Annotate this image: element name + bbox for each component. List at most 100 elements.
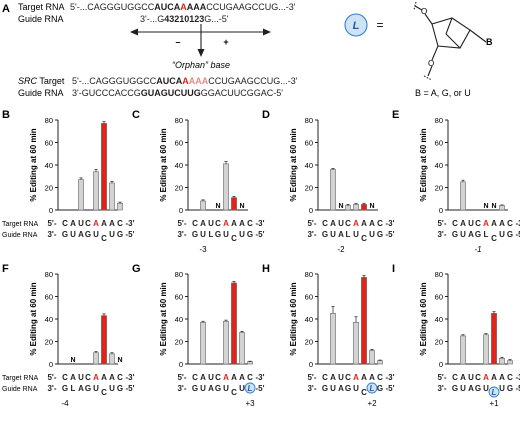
guide-base: G: [192, 230, 198, 239]
guide-base: 3'-: [437, 384, 446, 393]
src-guide-label: Guide RNA: [18, 88, 64, 98]
src-target-segment: CCUGAAGCCUG...-3': [208, 76, 298, 86]
target-base: A: [231, 219, 237, 228]
target-base: 5'-: [307, 373, 316, 382]
guide-base: L: [484, 230, 489, 239]
target-base: C: [345, 219, 351, 228]
y-tick-label: 80: [435, 270, 443, 279]
panel-f: F % Editing at 60 min 0 20 40 60 80 N N Target RN…: [2, 263, 135, 408]
guide-base: A: [338, 230, 344, 239]
panel-a: A Target RNA 5'-...CAGGGUGGCCAUCAAAAACCU…: [2, 1, 493, 98]
target-base: C: [117, 373, 123, 382]
target-base: A: [491, 373, 497, 382]
l-modified-base: L: [492, 388, 497, 397]
target-base: C: [322, 219, 328, 228]
guide-base: G: [507, 384, 513, 393]
l-nucleotide-icon: [488, 386, 500, 398]
target-base: A: [70, 219, 76, 228]
guide-base: -5': [385, 384, 394, 393]
guide-base: U: [499, 230, 505, 239]
target-base: -3': [385, 219, 394, 228]
target-base: U: [338, 219, 344, 228]
guide-base: G: [475, 230, 481, 239]
guide-base: A: [208, 384, 214, 393]
target-base: A: [361, 219, 367, 228]
target-base: A: [369, 219, 375, 228]
y-tick-label: 20: [435, 184, 443, 193]
guide-base: U: [70, 230, 76, 239]
guide-base: 3'-: [307, 384, 316, 393]
bar: [353, 322, 359, 365]
target-base: C: [62, 373, 68, 382]
bar: [239, 332, 245, 365]
guide-base: U: [330, 384, 336, 393]
l-position-label: -2: [337, 245, 345, 254]
guide-base: C: [231, 234, 237, 243]
target-base: C: [452, 219, 458, 228]
bar: [200, 200, 206, 211]
guide-base: L: [209, 230, 214, 239]
guide-base: U: [200, 384, 206, 393]
guide-base: G: [117, 230, 123, 239]
l-modified-base: L: [370, 384, 375, 393]
guide-base: G: [377, 384, 383, 393]
src-target-segment: A: [182, 76, 189, 86]
guide-base: U: [223, 230, 229, 239]
bar: [231, 282, 237, 365]
l-position-label: -1: [474, 245, 481, 254]
guide-rna-label: Guide RNA: [18, 14, 64, 24]
y-tick-label: 20: [175, 184, 183, 193]
src-guide-sequence: 3'-GUCCCACCGGUAGUCUUGGGACUUCGGAC-5': [72, 88, 283, 98]
target-rna-segment: 5'-...CAGGGUGGCC: [70, 2, 155, 12]
bar: [361, 277, 367, 365]
src-target-segment: AUCA: [156, 76, 182, 86]
bar: [491, 313, 497, 365]
y-axis-label: % Editing at 60 min: [419, 282, 428, 355]
y-tick-label: 80: [45, 270, 53, 279]
plus-direction-label: +: [223, 37, 228, 47]
bar: [101, 315, 107, 365]
guide-base: 3'-: [307, 230, 316, 239]
y-tick-label: 60: [175, 293, 183, 302]
not-determined-mark: N: [70, 357, 75, 364]
guide-base: U: [93, 230, 99, 239]
y-tick-label: 0: [179, 206, 183, 215]
guide-base: A: [468, 384, 474, 393]
target-base: U: [208, 219, 214, 228]
bar: [223, 163, 229, 211]
guide-base: C: [361, 388, 367, 397]
bar: [330, 169, 336, 211]
guide-base: U: [109, 230, 115, 239]
y-tick-label: 80: [175, 116, 183, 125]
src-guide-segment: 3'-GUCCCACCG: [72, 88, 141, 98]
left-arrowhead-icon: [130, 28, 138, 36]
y-tick-label: 20: [45, 184, 53, 193]
y-axis-label: % Editing at 60 min: [419, 128, 428, 201]
y-tick-label: 80: [305, 270, 313, 279]
guide-base: U: [200, 230, 206, 239]
y-axis-label: % Editing at 60 min: [289, 282, 298, 355]
target-base: A: [353, 373, 359, 382]
y-tick-label: 0: [49, 206, 53, 215]
not-determined-mark: N: [215, 203, 220, 210]
guide-base: 3'-: [437, 230, 446, 239]
guide-base: G: [452, 230, 458, 239]
target-base: A: [101, 373, 107, 382]
panel-a-letter: A: [2, 3, 10, 15]
target-base: U: [468, 373, 474, 382]
guide-base: C: [101, 234, 107, 243]
guide-base: G: [62, 230, 68, 239]
guide-base: -5': [515, 384, 520, 393]
target-base: 5'-: [177, 219, 186, 228]
y-tick-label: 20: [45, 338, 53, 347]
target-base: 5'-: [47, 373, 56, 382]
src-guide-segment: GGACUUCGGAC-5': [201, 88, 284, 98]
target-rna-segment: A: [180, 2, 187, 12]
src-target-segment: AAA: [189, 76, 209, 86]
target-rna-label: Target RNA: [18, 2, 65, 12]
y-tick-label: 0: [439, 206, 443, 215]
not-determined-mark: N: [483, 203, 488, 210]
guide-base: G: [507, 230, 513, 239]
